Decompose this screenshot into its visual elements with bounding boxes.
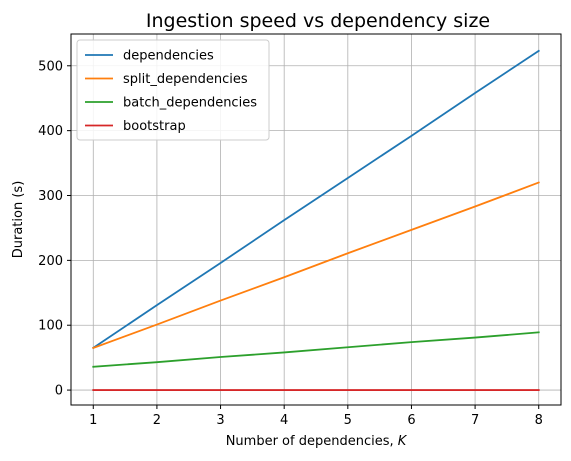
legend-entry-label: bootstrap: [123, 119, 186, 134]
x-axis-label-text: Number of dependencies,: [226, 434, 398, 449]
x-tick-label: 3: [216, 413, 224, 428]
ticks: 1 2 3 4 5 6 7 8 0 100 200 300 400 500: [38, 59, 543, 428]
legend-entry-label: split_dependencies: [123, 72, 248, 87]
y-tick-label: 400: [38, 124, 63, 139]
plot-frame: [70, 33, 562, 406]
y-tick-label: 300: [38, 189, 63, 204]
chart-title: Ingestion speed vs dependency size: [146, 10, 490, 32]
x-tick-label: 7: [471, 413, 479, 428]
series-line-dependencies: [92, 49, 540, 350]
y-axis-label: Duration (s): [11, 181, 26, 259]
series-line-split_dependencies: [92, 181, 540, 350]
series-layer: [92, 49, 540, 391]
grid: [71, 34, 561, 405]
x-tick-label: 1: [89, 413, 97, 428]
x-tick-label: 6: [407, 413, 415, 428]
x-tick-label: 5: [344, 413, 352, 428]
series-line-batch_dependencies: [92, 331, 540, 368]
y-tick-label: 500: [38, 59, 63, 74]
x-axis-label-variable: K: [398, 434, 408, 449]
y-tick-label: 100: [38, 319, 63, 334]
legend: dependencies split_dependencies batch_depe…: [76, 39, 270, 141]
legend-entry-label: batch_dependencies: [123, 96, 257, 111]
y-tick-label: 200: [38, 254, 63, 269]
x-tick-label: 2: [153, 413, 161, 428]
x-axis-label: Number of dependencies, K: [226, 434, 408, 449]
x-tick-label: 8: [535, 413, 543, 428]
legend-box: [76, 39, 270, 141]
x-tick-label: 4: [280, 413, 288, 428]
legend-entry-label: dependencies: [123, 49, 214, 64]
y-tick-label: 0: [55, 384, 63, 399]
